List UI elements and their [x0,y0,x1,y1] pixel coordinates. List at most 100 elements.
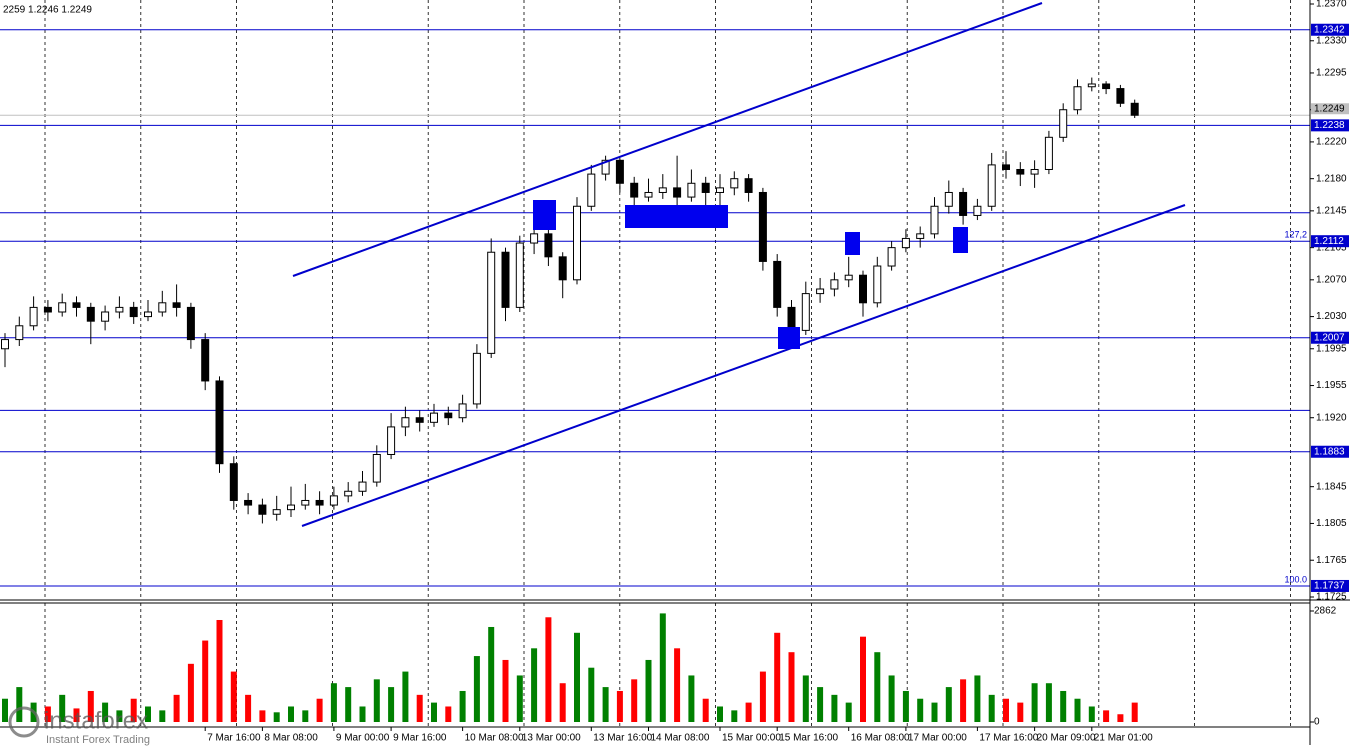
candle-body [329,495,338,506]
volume-bar [359,706,366,722]
candle-body [730,178,739,189]
candle-body [1116,88,1125,104]
x-tick-label: 9 Mar 00:00 [336,733,390,744]
x-tick-label: 17 Mar 16:00 [979,733,1038,744]
candle-body [115,306,124,313]
candle-body [86,306,95,322]
volume-bar [345,687,352,722]
zone-box [625,205,728,228]
volume-bar [73,708,80,722]
volume-bar [431,702,437,722]
volume-bar [588,667,595,722]
candle-body [801,293,810,331]
logo [8,706,40,738]
volume-bar [502,659,509,722]
volume-bar [445,706,452,722]
x-tick-label: 14 Mar 08:00 [651,733,710,744]
candle-body [444,412,453,419]
volume-bar [817,687,824,722]
marks [1,77,1139,722]
volume-bar [259,710,266,722]
candle-body [1059,109,1068,138]
volume-bar [1045,683,1052,722]
x-tick-label: 20 Mar 09:00 [1037,733,1096,744]
candle-body [615,159,624,184]
candle-body [658,187,667,193]
volume-bar [473,656,480,722]
candle-body [844,274,853,281]
volume-bar [831,694,838,722]
volume-bar [874,652,881,722]
level-label-box [1311,23,1349,36]
ohlc-readout: 2259 1.2246 1.2249 [3,5,92,16]
candle-body [930,205,939,235]
volume-bar [631,679,638,722]
volume-bar [1131,702,1138,722]
candle-body [201,339,210,382]
volume-tick-label: 0 [1314,717,1320,728]
candle-body [1016,168,1025,175]
volume-bar [774,632,781,722]
volume-bar [917,698,924,722]
volume-bar [116,710,123,722]
x-tick-label: 8 Mar 08:00 [264,733,318,744]
volume-bar [788,652,795,722]
candle-body [1044,136,1053,170]
volume-bar [59,694,66,722]
volume-bar [1074,698,1081,722]
volume-bar [802,675,809,722]
volume-bar [102,702,109,722]
y-tick-label: 1.2370 [1316,0,1347,10]
level-label-box [1311,119,1349,132]
candle-body [830,279,839,290]
volume-bar [860,636,866,722]
volume-bar [988,694,995,722]
candle-body [701,182,710,193]
candle-body [29,306,38,327]
volume-bar [559,683,566,722]
candle-body [859,274,867,304]
volume-bar [659,613,666,722]
zone-box [845,232,860,255]
x-tick-label: 9 Mar 16:00 [393,733,447,744]
candle-body [1102,83,1111,90]
candle-body [158,302,167,313]
volume-bar [230,671,237,722]
x-tick-label: 7 Mar 16:00 [207,733,261,744]
volume-bar [759,671,766,722]
candle-body [415,417,424,423]
candle-body [1,339,9,350]
volume-bar [902,690,909,722]
x-tick-label: 15 Mar 16:00 [779,733,838,744]
candle-body [1030,168,1039,175]
volume-bar [717,706,723,722]
volume-bar [202,640,209,722]
x-tick-label: 13 Mar 00:00 [522,733,581,744]
volume-bar [159,710,166,722]
volume-bar [288,706,294,722]
candle-body [916,233,925,239]
current-price-label: 1.2249 [1314,103,1345,114]
candle-body [544,233,553,258]
volume-bar [888,675,895,722]
level-label: 1.2112 [1314,236,1344,247]
y-tick-label: 1.2180 [1316,173,1347,184]
candle-body [258,504,267,515]
level-label: 1.2007 [1314,332,1345,343]
y-tick-label: 1.1995 [1316,343,1347,354]
brand-tagline: Instant Forex Trading [46,734,150,746]
volume-bar [960,679,967,722]
candle-body [630,182,639,198]
candle-body [758,191,767,262]
y-tick-label: 1.2330 [1316,35,1347,46]
candle-body [15,325,24,341]
volume-bar [488,626,495,722]
candle-body [673,187,682,198]
volume-bar [373,679,380,722]
candle-body [901,237,910,249]
volume-bar [1003,698,1009,722]
candle-body [1130,102,1139,116]
volume-bar [245,694,252,722]
candle-body [401,417,410,428]
